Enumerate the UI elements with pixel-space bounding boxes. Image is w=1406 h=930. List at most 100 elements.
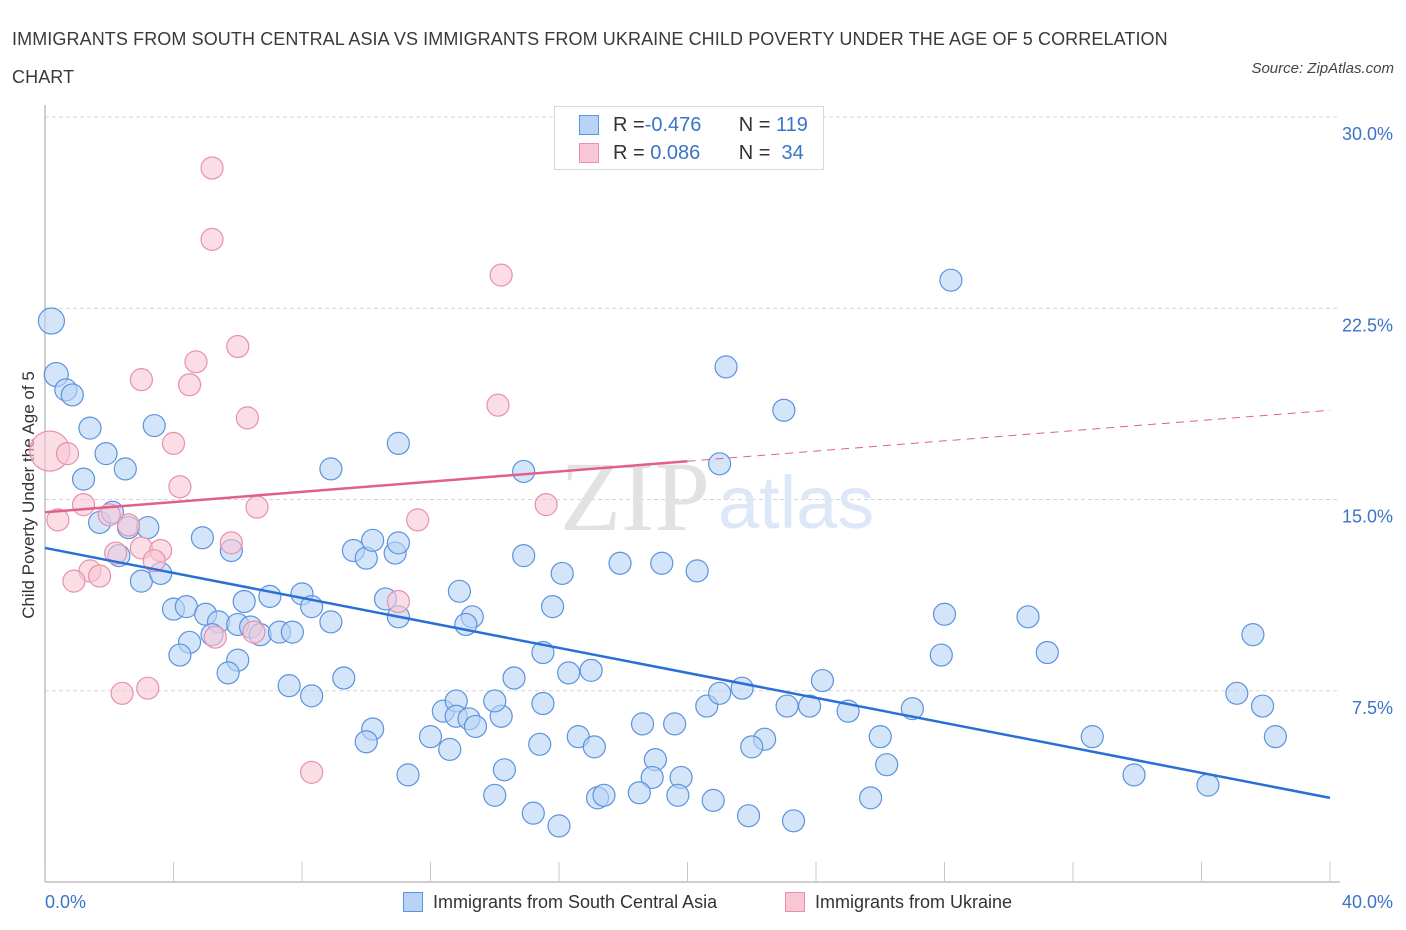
data-point-ukraine xyxy=(97,503,121,527)
data-point-south-central-asia xyxy=(319,610,343,634)
series-south-central-asia-points xyxy=(37,268,1287,838)
data-point-south-central-asia xyxy=(113,457,137,481)
data-point-ukraine xyxy=(168,475,192,499)
data-point-ukraine xyxy=(203,625,227,649)
data-point-south-central-asia xyxy=(1122,763,1146,787)
data-point-south-central-asia xyxy=(900,696,924,721)
data-point-south-central-asia xyxy=(540,594,565,619)
data-point-south-central-asia xyxy=(528,732,552,756)
data-point-ukraine xyxy=(235,406,259,430)
legend-n-value: 119 xyxy=(775,113,808,136)
series-legend: Immigrants from South Central Asia Immig… xyxy=(0,888,1406,918)
data-point-ukraine xyxy=(88,564,112,588)
data-point-south-central-asia xyxy=(550,561,574,586)
watermark-zip: ZIP xyxy=(560,441,710,552)
data-point-south-central-asia xyxy=(810,668,835,693)
data-point-south-central-asia xyxy=(1225,681,1249,705)
y-axis-tick-labels: 7.5% 15.0% 22.5% 30.0% xyxy=(1342,124,1393,718)
legend-r-label: R = xyxy=(613,141,645,164)
y-tick-label: 22.5% xyxy=(1342,315,1393,335)
data-point-south-central-asia xyxy=(136,515,160,540)
data-point-ukraine xyxy=(136,676,160,700)
data-point-south-central-asia xyxy=(579,658,603,682)
data-point-south-central-asia xyxy=(94,442,118,466)
data-point-ukraine xyxy=(534,493,558,517)
data-point-south-central-asia xyxy=(280,620,304,644)
data-point-south-central-asia xyxy=(875,753,899,777)
data-point-south-central-asia xyxy=(663,712,687,736)
data-point-south-central-asia xyxy=(521,801,545,825)
data-point-south-central-asia xyxy=(37,307,66,335)
data-point-ukraine xyxy=(177,373,202,397)
data-point-ukraine xyxy=(184,350,208,374)
data-point-south-central-asia xyxy=(216,661,240,685)
data-point-south-central-asia xyxy=(512,543,536,568)
data-point-south-central-asia xyxy=(630,712,655,736)
legend-n-label: N = xyxy=(738,113,776,136)
data-point-ukraine xyxy=(46,508,70,532)
data-point-south-central-asia xyxy=(531,691,555,716)
legend-r-value: -0.476 xyxy=(644,113,702,136)
x-tick-label-max: 40.0% xyxy=(1342,892,1393,912)
data-point-south-central-asia xyxy=(354,730,378,754)
data-point-south-central-asia xyxy=(859,786,883,810)
data-point-south-central-asia xyxy=(740,735,764,759)
data-point-ukraine xyxy=(62,569,86,593)
trend-line-ukraine-extrapolated xyxy=(687,409,1331,462)
data-point-south-central-asia xyxy=(396,763,420,787)
watermark: ZIP atlas xyxy=(560,441,874,552)
data-point-south-central-asia xyxy=(492,758,516,782)
data-point-south-central-asia xyxy=(868,725,892,749)
legend-item-ukraine[interactable]: Immigrants from Ukraine xyxy=(785,888,1012,916)
trend-line-ukraine xyxy=(44,460,688,514)
data-point-south-central-asia xyxy=(386,431,410,455)
series-ukraine-points xyxy=(29,156,558,784)
legend-item-label: Immigrants from Ukraine xyxy=(815,891,1013,912)
data-point-ukraine xyxy=(200,156,224,180)
data-point-south-central-asia xyxy=(258,584,282,609)
legend-row-south-central-asia: R = -0.476 N = 119 xyxy=(579,111,808,139)
data-point-south-central-asia xyxy=(708,452,732,476)
data-point-ukraine xyxy=(142,549,166,573)
x-tick-label-min: 0.0% xyxy=(45,892,86,912)
data-point-south-central-asia xyxy=(736,804,761,828)
legend-r-label: R = xyxy=(613,113,645,136)
source-credit: Source: ZipAtlas.com xyxy=(1251,60,1394,77)
data-point-south-central-asia xyxy=(666,783,690,807)
data-point-ukraine xyxy=(226,334,250,359)
data-point-south-central-asia xyxy=(319,457,343,481)
data-point-ukraine xyxy=(71,493,96,517)
data-point-ukraine xyxy=(161,431,186,455)
data-point-south-central-asia xyxy=(929,643,953,667)
trend-lines xyxy=(44,409,1331,800)
data-point-south-central-asia xyxy=(547,814,571,838)
correlation-legend: R = -0.476 N = 119 R = 0.086 N = 34 xyxy=(554,106,824,170)
data-point-south-central-asia xyxy=(447,579,472,603)
data-point-ukraine xyxy=(219,531,243,555)
data-point-south-central-asia xyxy=(1080,725,1104,749)
data-point-south-central-asia xyxy=(1263,725,1287,749)
data-point-south-central-asia xyxy=(232,589,256,614)
data-point-south-central-asia xyxy=(463,714,488,739)
data-point-ukraine xyxy=(129,368,153,392)
data-point-ukraine xyxy=(245,495,269,519)
legend-item-south-central-asia[interactable]: Immigrants from South Central Asia xyxy=(403,888,717,916)
data-point-south-central-asia xyxy=(730,676,754,700)
data-point-ukraine xyxy=(55,442,80,466)
data-point-ukraine xyxy=(300,760,324,784)
trend-line-south-central-asia xyxy=(44,546,1331,800)
data-point-south-central-asia xyxy=(386,531,410,555)
data-point-ukraine xyxy=(386,589,410,614)
data-point-south-central-asia xyxy=(701,788,725,813)
data-point-ukraine xyxy=(200,227,224,251)
legend-swatch-blue xyxy=(403,892,423,912)
data-point-south-central-asia xyxy=(142,413,166,438)
data-point-south-central-asia xyxy=(512,459,536,484)
data-point-south-central-asia xyxy=(592,783,616,807)
data-point-south-central-asia xyxy=(190,526,215,550)
legend-n-value: 34 xyxy=(775,141,804,164)
legend-r-value: 0.086 xyxy=(644,141,701,164)
data-point-south-central-asia xyxy=(714,355,738,379)
legend-row-ukraine: R = 0.086 N = 34 xyxy=(579,139,804,167)
data-point-south-central-asia xyxy=(708,681,732,705)
